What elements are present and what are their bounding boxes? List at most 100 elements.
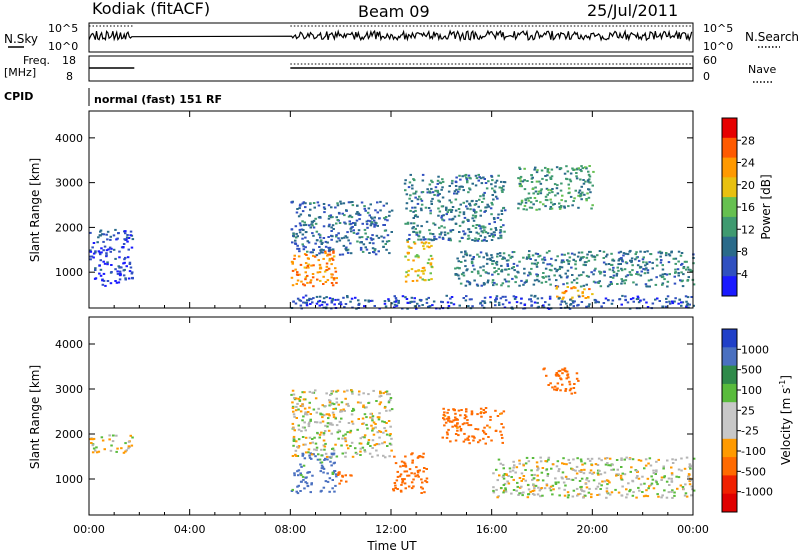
power-cell: [424, 241, 428, 244]
velocity-cell: [467, 435, 471, 438]
velocity-cell: [584, 494, 587, 497]
power-cell: [356, 240, 359, 243]
velocity-cell: [347, 422, 351, 424]
velocity-cell: [539, 495, 542, 498]
velocity-cell: [583, 468, 586, 471]
velocity-cell: [594, 487, 598, 490]
power-cell: [299, 224, 303, 227]
power-cell: [609, 276, 612, 278]
power-cell: [114, 268, 117, 271]
power-cell: [330, 206, 333, 209]
velocity-cell: [304, 436, 308, 439]
velocity-cell: [399, 473, 403, 476]
power-cell: [541, 258, 544, 261]
power-cell: [386, 234, 390, 237]
velocity-cell: [349, 445, 352, 447]
velocity-cell: [661, 494, 664, 497]
velocity-cell: [378, 416, 381, 419]
velocity-cell: [292, 437, 295, 440]
power-cell: [330, 301, 333, 304]
power-cell: [468, 176, 471, 179]
power-cell: [336, 204, 340, 207]
power-cell: [482, 176, 485, 179]
power-cell: [525, 257, 529, 260]
velocity-cell: [673, 494, 676, 497]
velocity-cell: [608, 457, 612, 460]
power-cell: [466, 268, 469, 271]
power-cell: [576, 289, 580, 292]
power-cell: [360, 201, 364, 204]
power-cell: [405, 298, 409, 300]
velocity-cell: [558, 494, 561, 497]
velocity-cell: [574, 477, 577, 480]
power-cell: [551, 203, 555, 206]
power-cell: [441, 218, 444, 221]
power-cell: [609, 281, 613, 283]
velocity-cell: [619, 477, 623, 480]
power-cell: [416, 198, 420, 201]
velocity-cell: [470, 412, 474, 415]
velocity-cell: [299, 472, 302, 475]
power-cell: [416, 215, 419, 218]
velocity-cell: [420, 478, 423, 481]
power-cell: [519, 175, 523, 178]
power-cell: [99, 268, 103, 271]
power-cell: [472, 210, 476, 212]
power-cell: [366, 211, 370, 214]
velocity-cell: [447, 416, 450, 419]
velocity-cell: [338, 482, 341, 485]
power-cell: [388, 214, 391, 217]
velocity-cell: [479, 407, 483, 410]
velocity-cell: [338, 471, 341, 474]
velocity-cell: [309, 413, 312, 415]
power-cell: [414, 227, 417, 230]
velocity-cell: [620, 478, 623, 481]
velocity-cell: [329, 403, 333, 406]
power-cell: [431, 239, 434, 242]
velocity-cell: [575, 377, 579, 380]
velocity-cell: [628, 458, 632, 461]
power-cell: [426, 245, 429, 248]
velocity-cell: [379, 395, 383, 397]
power-cell: [462, 213, 466, 216]
power-cell: [628, 271, 632, 274]
power-cell: [348, 220, 351, 223]
velocity-cell: [331, 471, 334, 474]
power-cell: [631, 297, 635, 300]
power-cell: [580, 165, 583, 168]
power-cell: [349, 222, 353, 225]
power-cell: [311, 232, 314, 235]
power-cell: [677, 272, 680, 274]
velocity-cell: [418, 469, 421, 472]
power-cell: [642, 298, 646, 301]
power-cell: [290, 201, 294, 204]
velocity-cell: [336, 389, 340, 392]
power-cell: [518, 260, 521, 263]
power-cell: [483, 191, 486, 194]
power-cell: [563, 292, 566, 295]
power-cell: [567, 262, 570, 265]
power-cell: [588, 250, 591, 253]
power-cell: [621, 260, 624, 263]
velocity-cell: [323, 430, 327, 432]
power-cell: [387, 240, 391, 242]
velocity-cell: [508, 467, 512, 470]
velocity-cell: [557, 481, 560, 484]
velocity-cell: [361, 446, 365, 449]
power-cell: [483, 236, 487, 239]
velocity-cell: [662, 467, 665, 470]
power-cell: [536, 275, 539, 278]
power-cell: [328, 223, 331, 226]
velocity-cell: [648, 485, 651, 488]
power-cell: [616, 283, 619, 285]
power-cell: [328, 257, 332, 260]
velocity-cell: [465, 408, 468, 411]
velocity-cell: [373, 444, 376, 447]
power-cell: [529, 273, 532, 276]
velocity-cell: [502, 484, 506, 486]
power-cell: [458, 188, 461, 191]
colorbar-tick-label: 12: [741, 223, 755, 236]
power-cell: [495, 283, 498, 286]
velocity-cell: [579, 492, 582, 495]
